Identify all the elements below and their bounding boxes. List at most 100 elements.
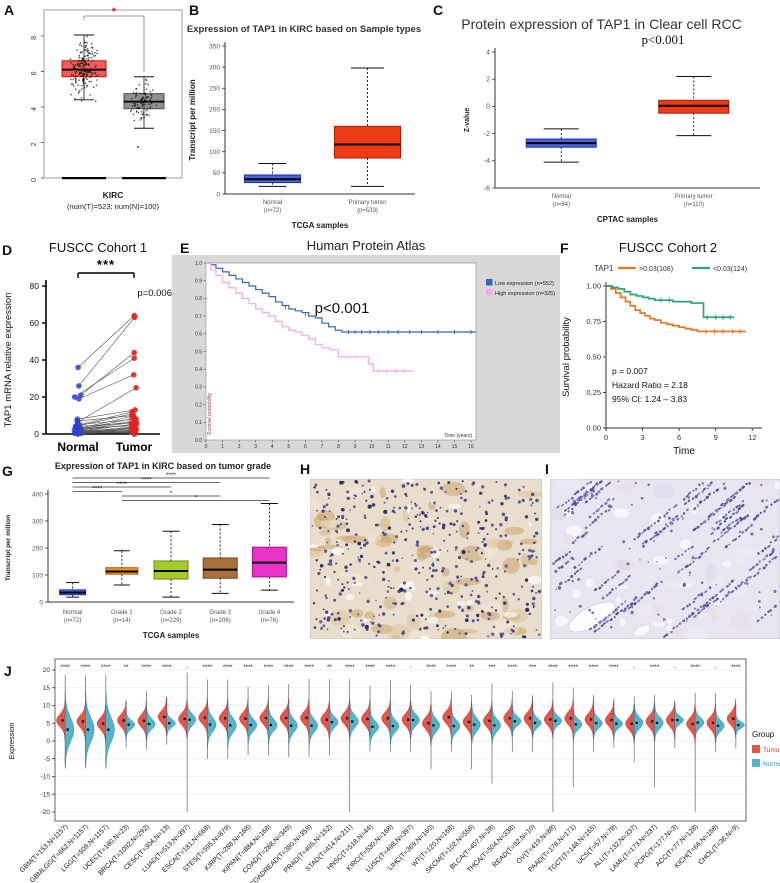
svg-text:0: 0: [216, 191, 220, 198]
svg-text:-: -: [410, 664, 412, 671]
svg-text:100: 100: [32, 572, 43, 579]
svg-text:Grade 4: Grade 4: [259, 610, 281, 616]
panel-a-boxplot-chart: 0 2 4 6 8 * KIRC (num(T)=523; num(N)=100): [31, 6, 183, 211]
svg-text:****: ****: [264, 664, 274, 671]
svg-text:6: 6: [31, 71, 38, 75]
svg-text:2: 2: [238, 444, 241, 450]
panel-e: E Human Protein Atlas 0.0 0.1 0.2 0.3 0.4 0.5…: [172, 238, 560, 460]
svg-text:0.3: 0.3: [195, 385, 202, 391]
svg-text:Hazard Ratio = 2.18: Hazard Ratio = 2.18: [612, 380, 688, 390]
svg-text:10: 10: [43, 703, 51, 710]
panel-b-boxplot-chart: 0 50 100 150 200 250 300 350 Normal (n=72) Primary…: [188, 42, 415, 230]
panel-a-label: A: [4, 2, 15, 18]
svg-text:*: *: [170, 490, 173, 497]
svg-text:11: 11: [386, 444, 391, 450]
svg-text:(num(T)=523; num(N)=100): (num(T)=523; num(N)=100): [67, 202, 160, 211]
svg-text:0.75: 0.75: [586, 317, 601, 326]
svg-text:****: ****: [81, 664, 91, 671]
svg-text:****: ****: [731, 664, 741, 671]
svg-text:****: ****: [589, 664, 599, 671]
svg-text:7: 7: [321, 444, 324, 450]
svg-text:****: ****: [166, 472, 177, 479]
panel-i-ihc-image: [550, 479, 780, 639]
svg-text:1.0: 1.0: [195, 261, 202, 267]
svg-text:1.00: 1.00: [586, 282, 601, 291]
svg-text:(n=229): (n=229): [161, 618, 182, 624]
panel-j: J 20 15 10 5 0 -5 -10 -15 -20 Expression **** GBM(T…: [0, 655, 780, 883]
svg-text:-: -: [633, 664, 635, 671]
svg-text:Primary tumor: Primary tumor: [675, 194, 713, 200]
svg-text:****: ****: [142, 664, 152, 671]
svg-text:****: ****: [365, 664, 375, 671]
svg-text:9: 9: [714, 433, 718, 442]
svg-text:-4: -4: [484, 158, 490, 165]
svg-text:p = 0.007: p = 0.007: [612, 366, 648, 376]
svg-text:3: 3: [254, 444, 257, 450]
svg-text:****: ****: [141, 477, 152, 484]
panel-d-title: FUSCC Cohort 1: [48, 240, 148, 255]
panel-e-km-chart: 0.00.10.20.30.40.50.60.70.80.91.00 1 2 3 4 5 6…: [172, 255, 560, 453]
panel-e-label: E: [180, 240, 190, 256]
svg-text:Transcript per million: Transcript per million: [5, 515, 12, 581]
svg-text:15: 15: [43, 685, 51, 692]
svg-text:(n=206): (n=206): [210, 618, 231, 624]
svg-text:0.0: 0.0: [195, 438, 202, 444]
svg-text:4: 4: [486, 49, 490, 56]
svg-text:-15: -15: [41, 791, 51, 798]
svg-text:CPTAC samples: CPTAC samples: [597, 215, 659, 224]
panel-c-boxplot-chart: -6 -4 -2 0 2 4 Normal (n=84) Primary tumor (n=110…: [464, 48, 760, 224]
panel-d-paired-scatter-chart: 0 20 40 60 80 *** p=0.006 TAP1 mRNA relative ex…: [3, 257, 172, 454]
panel-c-label: C: [433, 2, 444, 18]
panel-h: H: [300, 455, 545, 653]
svg-text:400: 400: [32, 491, 43, 498]
svg-text:0.5: 0.5: [195, 349, 202, 355]
svg-text:Time (years): Time (years): [444, 433, 472, 439]
svg-text:60: 60: [30, 318, 40, 328]
svg-text:-10: -10: [41, 774, 51, 781]
panel-f-km-chart: TAP1 >0.03(108) <0.03(124) 0.00 0.25 0.50 0.75…: [561, 264, 762, 457]
svg-text:Normal: Normal: [763, 761, 780, 768]
panel-d: D FUSCC Cohort 1 0 20 40 60 80 *** p=0.006 TAP1…: [0, 238, 176, 460]
svg-text:p<0.001: p<0.001: [315, 300, 370, 317]
panel-g-boxplot-chart: 0 100 200 300 400 Normal (n=72) Grade 1 (n=14) Gr…: [5, 472, 294, 640]
svg-text:***: ***: [529, 664, 537, 671]
svg-text:(n=72): (n=72): [64, 618, 82, 624]
svg-text:150: 150: [209, 128, 220, 135]
svg-text:100: 100: [209, 149, 220, 156]
svg-text:0: 0: [486, 104, 490, 111]
svg-text:****: ****: [386, 664, 396, 671]
svg-text:****: ****: [92, 486, 103, 493]
svg-text:****: ****: [690, 664, 700, 671]
svg-text:-: -: [674, 664, 676, 671]
panel-g: G Expression of TAP1 in KIRC based on tu…: [0, 455, 304, 655]
svg-text:4: 4: [31, 107, 38, 111]
svg-text:*: *: [112, 6, 117, 18]
svg-text:Transcript per million: Transcript per million: [188, 79, 197, 160]
svg-text:Normal: Normal: [63, 610, 82, 616]
svg-text:**: **: [124, 664, 129, 671]
panel-f-title: FUSCC Cohort 2: [618, 240, 718, 255]
svg-text:<0.03(124): <0.03(124): [713, 266, 747, 273]
svg-text:Grade 3: Grade 3: [209, 610, 231, 616]
svg-text:5: 5: [46, 720, 50, 727]
svg-text:(n=110): (n=110): [684, 202, 704, 208]
svg-text:****: ****: [101, 664, 111, 671]
svg-text:-5: -5: [44, 756, 50, 763]
svg-text:High expression (n=325): High expression (n=325): [495, 291, 555, 297]
svg-text:8: 8: [337, 444, 340, 450]
svg-text:Survival probability: Survival probability: [207, 393, 213, 435]
svg-text:**: **: [469, 664, 474, 671]
panel-c-title: Protein expression of TAP1 in Clear cell…: [461, 16, 742, 32]
svg-text:****: ****: [568, 664, 578, 671]
svg-text:Grade 2: Grade 2: [160, 610, 182, 616]
svg-text:TCGA samples: TCGA samples: [292, 221, 349, 230]
panel-j-violin-chart: 20151050-5-10-15-20Expression****GBM(T=1…: [7, 658, 780, 883]
svg-text:2: 2: [31, 142, 38, 146]
svg-text:Survival probability: Survival probability: [561, 317, 572, 397]
panel-f: F FUSCC Cohort 2 TAP1 >0.03(108) <0.03(124…: [556, 238, 780, 460]
svg-text:8: 8: [31, 36, 38, 40]
panel-b-label: B: [189, 2, 200, 18]
svg-text:>0.03(108): >0.03(108): [639, 266, 673, 273]
svg-text:0.4: 0.4: [195, 367, 202, 373]
svg-text:14: 14: [435, 444, 441, 450]
